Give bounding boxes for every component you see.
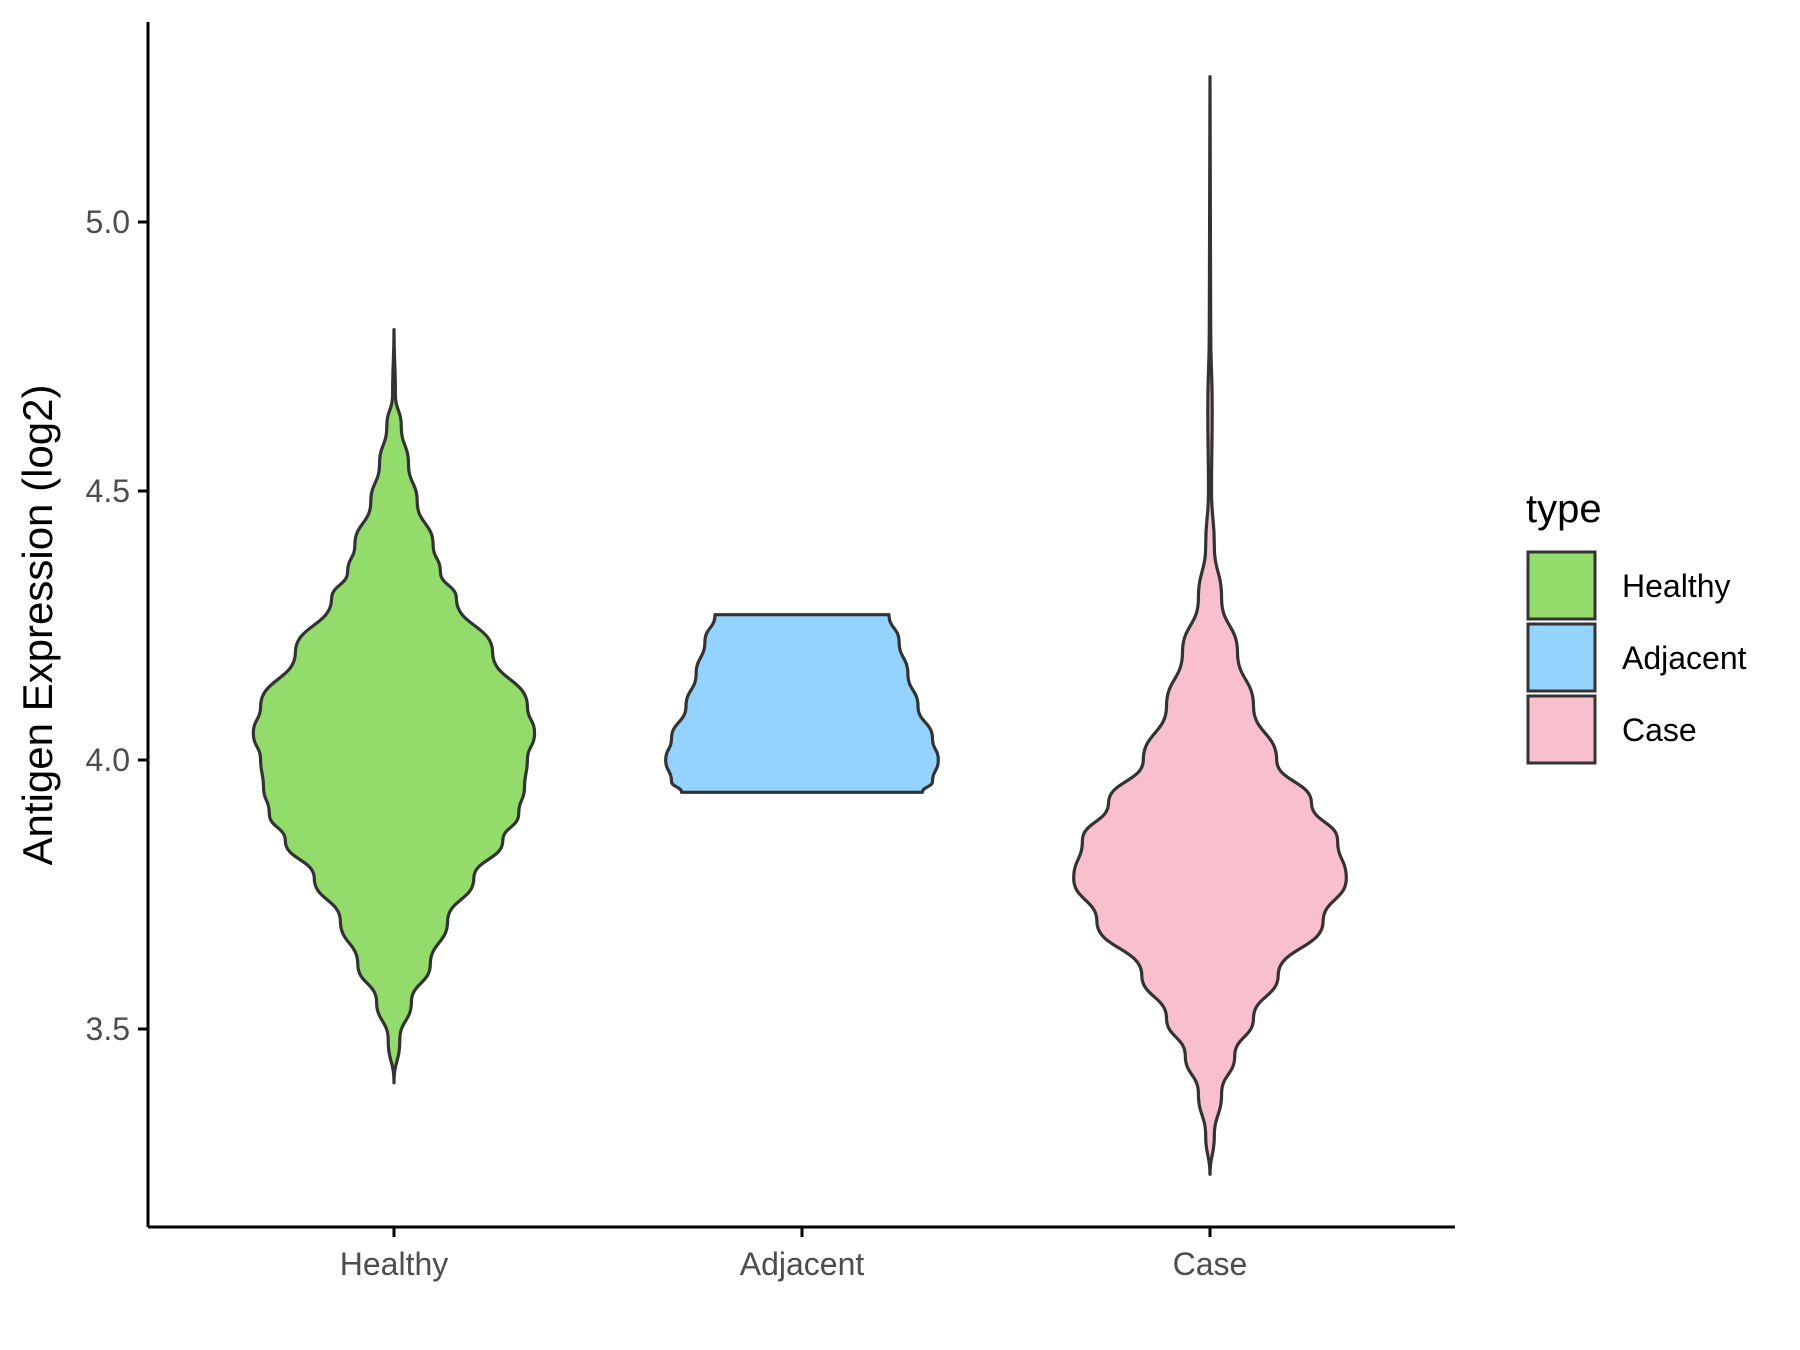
violin-healthy <box>251 328 537 1085</box>
x-tick-label-adjacent: Adjacent <box>740 1246 865 1282</box>
y-tick-label: 4.5 <box>86 473 130 509</box>
x-tick-label-case: Case <box>1173 1246 1248 1282</box>
legend-label-case: Case <box>1622 712 1697 748</box>
y-tick-label: 3.5 <box>86 1011 130 1047</box>
x-tick-label-healthy: Healthy <box>340 1246 449 1282</box>
legend-swatch-case <box>1526 694 1597 765</box>
legend-label-adjacent: Adjacent <box>1622 640 1747 676</box>
legend-swatch-adjacent <box>1526 622 1597 693</box>
axes: 3.5 4.0 4.5 5.0 Healthy Adjacent Case <box>86 22 1455 1282</box>
legend: type Healthy Adjacent Case <box>1526 487 1747 765</box>
y-tick-label: 5.0 <box>86 204 130 240</box>
y-axis-title: Antigen Expression (log2) <box>14 385 61 866</box>
legend-label-healthy: Healthy <box>1622 568 1731 604</box>
violin-case <box>1072 75 1348 1176</box>
legend-swatch-healthy <box>1526 550 1597 621</box>
violin-adjacent <box>664 613 940 794</box>
legend-title: type <box>1526 487 1602 531</box>
violin-layer <box>251 75 1348 1176</box>
y-tick-label: 4.0 <box>86 742 130 778</box>
